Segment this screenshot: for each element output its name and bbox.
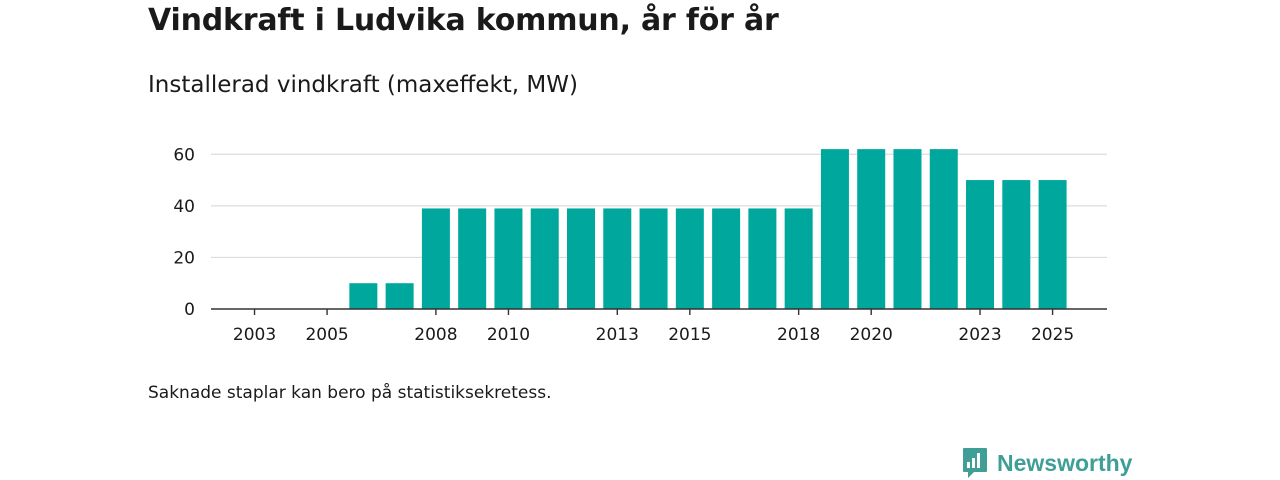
bar-2012 xyxy=(567,208,596,309)
axes: 0 20 40 60 2003 2005 2008 2010 2013 2015 2018 2020 2… xyxy=(173,145,1107,345)
footnote: Saknade staplar kan bero på statistiksek… xyxy=(148,383,552,403)
bar-2007 xyxy=(385,283,414,309)
brand-logo: Newsworthy xyxy=(962,447,1132,479)
bar-2024 xyxy=(1002,180,1031,309)
x-tick-label-2015: 2015 xyxy=(668,325,711,345)
bar-2016 xyxy=(712,208,741,309)
x-tick-label-2003: 2003 xyxy=(233,325,276,345)
x-tick-label-2008: 2008 xyxy=(414,325,457,345)
bar-2013 xyxy=(603,208,632,309)
y-tick-label-20: 20 xyxy=(173,248,195,268)
bar-2010 xyxy=(494,208,523,309)
bar-2006 xyxy=(349,283,378,309)
bar-2017 xyxy=(748,208,777,309)
chart-subtitle: Installerad vindkraft (maxeffekt, MW) xyxy=(148,72,578,98)
bar-2021 xyxy=(893,149,922,309)
y-tick-label-60: 60 xyxy=(173,145,195,165)
bar-2020 xyxy=(857,149,886,309)
x-tick-label-2005: 2005 xyxy=(305,325,348,345)
x-tick-label-2020: 2020 xyxy=(850,325,893,345)
x-tick-label-2023: 2023 xyxy=(958,325,1001,345)
bar-2018 xyxy=(784,208,813,309)
bar-2011 xyxy=(530,208,559,309)
x-tick-label-2010: 2010 xyxy=(487,325,530,345)
bar-2025 xyxy=(1038,180,1067,309)
bar-2019 xyxy=(820,149,849,309)
x-tick-label-2013: 2013 xyxy=(596,325,639,345)
bar-2009 xyxy=(458,208,487,309)
bar-2015 xyxy=(675,208,704,309)
bars xyxy=(349,149,1067,309)
bar-2014 xyxy=(639,208,668,309)
chart-title: Vindkraft i Ludvika kommun, år för år xyxy=(148,3,779,38)
bar-chart: 0 20 40 60 2003 2005 2008 2010 2013 2015 2018 2020 2… xyxy=(173,145,1107,345)
y-tick-label-0: 0 xyxy=(184,300,195,320)
newsworthy-logo-icon xyxy=(963,448,987,478)
bar-2023 xyxy=(966,180,995,309)
x-tick-label-2025: 2025 xyxy=(1031,325,1074,345)
bar-2008 xyxy=(421,208,450,309)
brand-name: Newsworthy xyxy=(997,449,1133,476)
bar-2022 xyxy=(929,149,958,309)
x-tick-label-2018: 2018 xyxy=(777,325,820,345)
y-tick-label-40: 40 xyxy=(173,197,195,217)
